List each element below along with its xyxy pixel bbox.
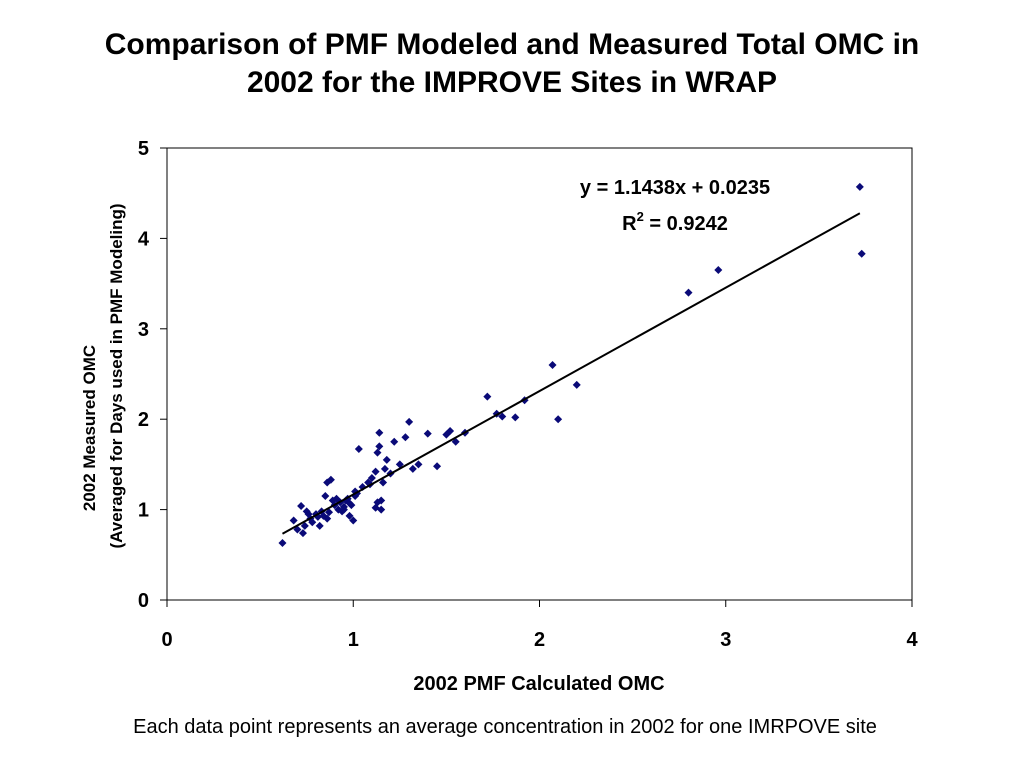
data-point xyxy=(684,288,693,297)
y-axis-title: 2002 Measured OMC (Averaged for Days use… xyxy=(80,203,126,548)
data-point xyxy=(298,529,307,538)
data-point xyxy=(408,464,417,473)
x-axis-title: 2002 PMF Calculated OMC xyxy=(413,673,664,695)
data-point xyxy=(367,473,376,482)
y-axis-title-line2: (Averaged for Days used in PMF Modeling) xyxy=(107,203,126,548)
data-point xyxy=(446,426,455,435)
data-point xyxy=(326,475,335,484)
data-point xyxy=(289,516,298,525)
data-point xyxy=(498,412,507,421)
data-point xyxy=(354,445,363,454)
data-point xyxy=(414,460,423,469)
data-point xyxy=(379,478,388,487)
y-tick-label: 3 xyxy=(138,319,149,341)
data-point xyxy=(302,507,311,516)
data-point xyxy=(511,413,520,422)
y-tick-label: 2 xyxy=(138,409,149,431)
data-point xyxy=(483,392,492,401)
data-point xyxy=(548,360,557,369)
data-point xyxy=(371,467,380,476)
x-tick-label: 2 xyxy=(534,629,545,651)
data-point xyxy=(857,249,866,258)
y-axis-title-line1: 2002 Measured OMC xyxy=(80,345,99,511)
data-point xyxy=(375,442,384,451)
data-point xyxy=(380,464,389,473)
data-point xyxy=(390,437,399,446)
data-point xyxy=(321,492,330,501)
data-point xyxy=(373,448,382,457)
data-point xyxy=(373,498,382,507)
chart-title: Comparison of PMF Modeled and Measured T… xyxy=(0,26,1024,102)
data-point xyxy=(323,514,332,523)
data-point xyxy=(855,182,864,191)
trendline-group xyxy=(281,212,861,535)
y-tick-label: 1 xyxy=(138,500,149,522)
r-squared-sup: 2 xyxy=(637,209,644,224)
data-point xyxy=(375,428,384,437)
y-tick-label: 5 xyxy=(138,138,149,160)
data-point xyxy=(325,508,334,517)
x-tick-label: 4 xyxy=(906,629,918,651)
chart-title-line1: Comparison of PMF Modeled and Measured T… xyxy=(104,28,920,61)
r-squared-label: R2 = 0.9242 xyxy=(622,209,728,235)
data-point xyxy=(345,511,354,520)
data-points xyxy=(278,182,866,548)
chart-title-line2: 2002 for the IMPROVE Sites in WRAP xyxy=(246,66,778,99)
axes: 0 1 2 3 4 0 1 2 3 4 5 xyxy=(138,138,919,651)
plot-area xyxy=(166,147,913,601)
data-point xyxy=(401,433,410,442)
data-point xyxy=(554,415,563,424)
y-tick-label: 4 xyxy=(138,228,150,250)
y-tick-label: 0 xyxy=(138,590,149,612)
data-point xyxy=(423,429,432,438)
data-point xyxy=(315,521,324,530)
x-tick-label: 0 xyxy=(161,629,172,651)
trendline-equation: y = 1.1438x + 0.0235 xyxy=(580,177,770,199)
data-point xyxy=(345,499,354,508)
r-squared-prefix: R xyxy=(622,213,637,235)
data-point xyxy=(300,521,309,530)
data-point xyxy=(382,455,391,464)
data-point xyxy=(405,417,414,426)
data-point xyxy=(297,501,306,510)
data-point xyxy=(433,462,442,471)
data-point xyxy=(278,539,287,548)
data-point xyxy=(377,505,386,514)
figure-caption: Each data point represents an average co… xyxy=(133,716,877,738)
data-point xyxy=(308,518,317,527)
data-point xyxy=(714,266,723,275)
x-tick-label: 3 xyxy=(720,629,731,651)
data-point xyxy=(339,505,348,514)
data-point xyxy=(572,380,581,389)
data-point xyxy=(349,516,358,525)
trendline xyxy=(281,212,861,535)
r-squared-value: = 0.9242 xyxy=(644,213,728,235)
x-tick-label: 1 xyxy=(348,629,359,651)
